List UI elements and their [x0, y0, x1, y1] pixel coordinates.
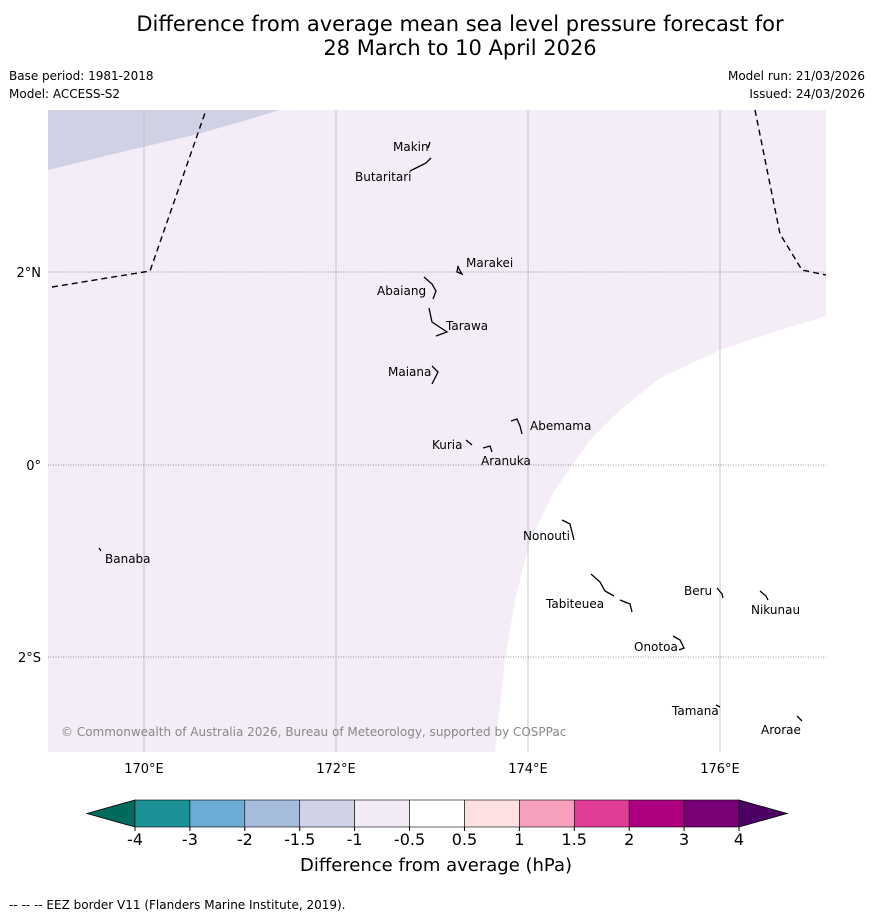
island-tarawa — [428, 307, 449, 337]
model-run: Model run: 21/03/2026 — [727, 69, 865, 83]
lat-label-2s: 2°S — [18, 651, 41, 666]
colorbar-segment — [464, 799, 520, 828]
island-marakei — [456, 265, 464, 276]
place-label-nikunau: Nikunau — [751, 603, 800, 617]
meta-right: Model run: 21/03/2026 Issued: 24/03/2026 — [728, 67, 865, 103]
lon-label-174: 174°E — [508, 762, 548, 777]
colorbar-segment — [134, 799, 191, 828]
island-kuria — [465, 439, 473, 446]
colorbar-segment — [244, 799, 301, 828]
colorbar-tick-label: -1 — [347, 830, 363, 849]
place-label-abaiang: Abaiang — [377, 284, 426, 298]
colorbar-segment — [573, 799, 630, 828]
place-label-abemama: Abemama — [530, 419, 591, 433]
colorbar-tick-label: 2 — [624, 830, 634, 849]
colorbar-segment — [409, 799, 465, 828]
colorbar-tick-label: 0.5 — [452, 830, 477, 849]
place-label-tarawa: Tarawa — [445, 319, 488, 333]
islands — [98, 141, 803, 722]
place-label-makin: Makin — [393, 140, 429, 154]
lat-label-0: 0° — [26, 459, 41, 474]
colorbar: -4 -3 -2 -1.5 -1 -0.5 0.5 1 1.5 2 3 4 — [85, 799, 789, 849]
island-nonouti — [561, 519, 575, 541]
base-period: Base period: 1981-2018 — [9, 69, 154, 83]
island-abaiang — [423, 276, 437, 300]
colorbar-label: Difference from average (hPa) — [300, 855, 572, 876]
island-tabiteuea — [590, 573, 633, 613]
island-onotoa — [672, 635, 685, 651]
title-line-1: Difference from average mean sea level p… — [136, 12, 784, 36]
island-makin — [427, 141, 431, 149]
chart-title: Difference from average mean sea level p… — [0, 12, 873, 60]
place-label-marakei: Marakei — [466, 256, 513, 270]
place-label-onotoa: Onotoa — [634, 640, 678, 654]
colorbar-tick-label: 1.5 — [562, 830, 587, 849]
colorbar-tick-label: -3 — [182, 830, 198, 849]
colorbar-tick-label: 4 — [734, 830, 744, 849]
island-arorae — [796, 715, 803, 722]
colorbar-over-arrow — [738, 799, 789, 828]
colorbar-tick-label: -1.5 — [284, 830, 315, 849]
colorbar-segment — [299, 799, 355, 828]
colorbar-tick-label: 1 — [514, 830, 524, 849]
colorbar-under-arrow — [85, 799, 136, 828]
eez-border-east — [754, 110, 826, 276]
lon-label-170: 170°E — [124, 762, 164, 777]
colorbar-tick-label: -4 — [127, 830, 143, 849]
lat-label-2n: 2°N — [17, 266, 42, 281]
lon-label-176: 176°E — [700, 762, 740, 777]
anomaly-region-light-purple — [48, 110, 826, 752]
place-label-kuria: Kuria — [432, 438, 463, 452]
map-area: Makin Butaritari Marakei Abaiang Tarawa … — [48, 110, 826, 752]
place-label-butaritari: Butaritari — [355, 170, 412, 184]
place-label-maiana: Maiana — [388, 365, 431, 379]
copyright-notice: © Commonwealth of Australia 2026, Bureau… — [61, 725, 566, 739]
title-line-2: 28 March to 10 April 2026 — [323, 36, 597, 60]
place-label-arorae: Arorae — [761, 723, 801, 737]
place-label-nonouti: Nonouti — [523, 529, 570, 543]
colorbar-tick-label: 3 — [679, 830, 689, 849]
colorbar-segment — [354, 799, 410, 828]
island-maiana — [431, 365, 439, 385]
island-butaritari — [409, 157, 432, 172]
meta-left: Base period: 1981-2018 Model: ACCESS-S2 — [9, 67, 154, 103]
island-abemama — [510, 418, 523, 435]
island-banaba — [98, 547, 102, 552]
eez-border-west — [51, 110, 207, 288]
island-aranuka — [482, 445, 493, 453]
place-label-aranuka: Aranuka — [481, 454, 531, 468]
anomaly-region-lavender — [48, 110, 280, 170]
colorbar-segment — [628, 799, 685, 828]
colorbar-segment — [189, 799, 246, 828]
model-name: Model: ACCESS-S2 — [9, 87, 121, 101]
place-label-beru: Beru — [684, 584, 712, 598]
lon-label-172: 172°E — [316, 762, 356, 777]
place-label-tamana: Tamana — [671, 704, 719, 718]
issued-date: Issued: 24/03/2026 — [749, 87, 865, 101]
colorbar-segment — [683, 799, 740, 828]
place-label-banaba: Banaba — [105, 552, 151, 566]
colorbar-tick-label: -2 — [237, 830, 253, 849]
island-beru — [716, 587, 724, 599]
place-label-tabiteuea: Tabiteuea — [545, 597, 604, 611]
island-tamana — [715, 704, 721, 708]
colorbar-segment — [519, 799, 575, 828]
colorbar-tick-label: -0.5 — [394, 830, 425, 849]
island-nikunau — [759, 590, 769, 601]
footer-eez-note: -- -- -- EEZ border V11 (Flanders Marine… — [9, 898, 346, 912]
